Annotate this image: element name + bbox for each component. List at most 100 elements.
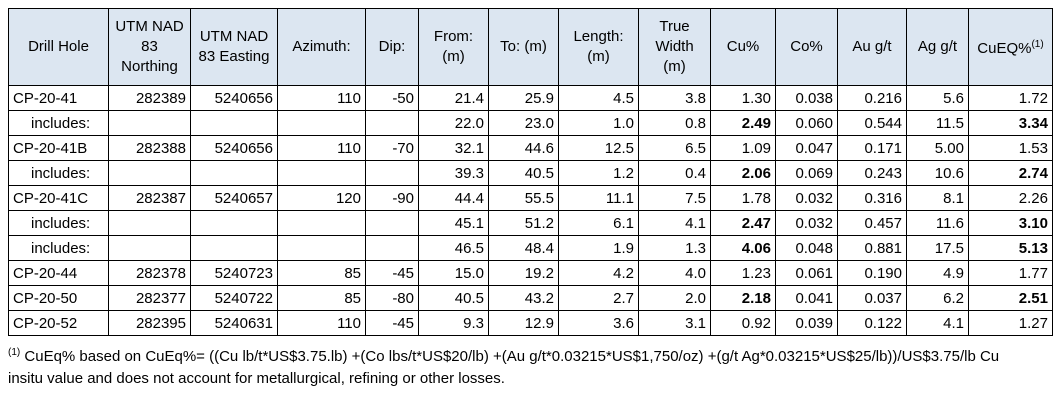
table-cell: 282387 bbox=[108, 185, 191, 211]
table-cell: CP-20-50 bbox=[8, 285, 109, 311]
table-cell: 3.10 bbox=[968, 210, 1053, 236]
table-cell: -45 bbox=[365, 260, 419, 286]
header-row: Drill Hole UTM NAD 83 Northing UTM NAD 83 … bbox=[8, 8, 1053, 86]
table-cell: 5.13 bbox=[968, 235, 1053, 261]
table-cell: 5240722 bbox=[190, 285, 278, 311]
table-cell: 3.34 bbox=[968, 110, 1053, 136]
table-cell: 2.0 bbox=[638, 285, 711, 311]
table-cell: CP-20-41 bbox=[8, 85, 109, 111]
table-cell: 3.1 bbox=[638, 310, 711, 336]
table-cell: 120 bbox=[277, 185, 366, 211]
table-row: CP-20-41B 282388 5240656 110 -70 32.1 44.6 12.5… bbox=[8, 135, 1053, 161]
table-cell: 110 bbox=[277, 135, 366, 161]
table-cell: 1.23 bbox=[710, 260, 776, 286]
table-cell: -80 bbox=[365, 285, 419, 311]
table-cell: 282388 bbox=[108, 135, 191, 161]
table-cell: 45.1 bbox=[418, 210, 489, 236]
table-cell: 21.4 bbox=[418, 85, 489, 111]
header-cell: Drill Hole bbox=[8, 8, 109, 86]
table-cell: 1.3 bbox=[638, 235, 711, 261]
table-cell: 15.0 bbox=[418, 260, 489, 286]
table-cell: 4.1 bbox=[638, 210, 711, 236]
footnote: (1) CuEq% based on CuEq%= ((Cu lb/t*US$3… bbox=[8, 342, 1008, 390]
header-cell: From: (m) bbox=[418, 8, 489, 86]
table-cell: 0.190 bbox=[837, 260, 907, 286]
table-row: includes: 22.0 23.0 1.0 0.8 2.49 0.060 0.544 11.… bbox=[8, 110, 1053, 136]
table-cell: 2.7 bbox=[558, 285, 639, 311]
table-cell: 4.1 bbox=[906, 310, 969, 336]
table-cell: includes: bbox=[8, 110, 109, 136]
table-cell: 40.5 bbox=[418, 285, 489, 311]
table-cell: 0.92 bbox=[710, 310, 776, 336]
table-cell: -50 bbox=[365, 85, 419, 111]
table-cell: 85 bbox=[277, 285, 366, 311]
table-body: CP-20-41 282389 5240656 110 -50 21.4 25.9 4.5 3.… bbox=[8, 85, 1053, 336]
table-cell: 4.9 bbox=[906, 260, 969, 286]
table-cell: 6.1 bbox=[558, 210, 639, 236]
table-cell bbox=[108, 235, 191, 261]
table-cell: includes: bbox=[8, 235, 109, 261]
table-row: CP-20-50 282377 5240722 85 -80 40.5 43.2 2.7 2.0… bbox=[8, 285, 1053, 311]
table-cell: 51.2 bbox=[488, 210, 559, 236]
table-cell: 5240723 bbox=[190, 260, 278, 286]
header-cell: Au g/t bbox=[837, 8, 907, 86]
table-cell: 1.30 bbox=[710, 85, 776, 111]
table-cell: 0.216 bbox=[837, 85, 907, 111]
table-cell: 0.032 bbox=[775, 185, 838, 211]
table-cell: 0.069 bbox=[775, 160, 838, 186]
table-cell: 4.06 bbox=[710, 235, 776, 261]
table-cell: 9.3 bbox=[418, 310, 489, 336]
table-cell: 0.122 bbox=[837, 310, 907, 336]
table-cell: 110 bbox=[277, 310, 366, 336]
table-cell: 2.51 bbox=[968, 285, 1053, 311]
table-cell: 0.171 bbox=[837, 135, 907, 161]
table-cell: 4.0 bbox=[638, 260, 711, 286]
table-cell: 282395 bbox=[108, 310, 191, 336]
table-cell: CP-20-41B bbox=[8, 135, 109, 161]
table-cell: 5240657 bbox=[190, 185, 278, 211]
table-cell: 1.9 bbox=[558, 235, 639, 261]
table-cell bbox=[365, 210, 419, 236]
header-cell: Dip: bbox=[365, 8, 419, 86]
table-cell: 5.6 bbox=[906, 85, 969, 111]
table-cell: 0.039 bbox=[775, 310, 838, 336]
table-cell: 39.3 bbox=[418, 160, 489, 186]
table-row: CP-20-52 282395 5240631 110 -45 9.3 12.9 3.6 3.1… bbox=[8, 310, 1053, 336]
footnote-text: CuEq% based on CuEq%= ((Cu lb/t*US$3.75.… bbox=[8, 348, 1000, 387]
table-cell: 6.5 bbox=[638, 135, 711, 161]
table-cell: 4.2 bbox=[558, 260, 639, 286]
table-cell: 2.26 bbox=[968, 185, 1053, 211]
table-cell: 8.1 bbox=[906, 185, 969, 211]
table-cell: 0.060 bbox=[775, 110, 838, 136]
table-cell bbox=[108, 110, 191, 136]
results-table: Drill Hole UTM NAD 83 Northing UTM NAD 83 … bbox=[8, 8, 1053, 336]
table-cell: 12.9 bbox=[488, 310, 559, 336]
table-cell: 5240631 bbox=[190, 310, 278, 336]
table-cell: -70 bbox=[365, 135, 419, 161]
footnote-marker: (1) bbox=[8, 347, 21, 358]
table-cell: -90 bbox=[365, 185, 419, 211]
table-cell: 5240656 bbox=[190, 85, 278, 111]
table-cell: includes: bbox=[8, 210, 109, 236]
header-text: CuEQ% bbox=[977, 40, 1032, 57]
header-cell: Co% bbox=[775, 8, 838, 86]
table-row: CP-20-41 282389 5240656 110 -50 21.4 25.9 4.5 3.… bbox=[8, 85, 1053, 111]
table-cell: 282378 bbox=[108, 260, 191, 286]
table-cell: 5.00 bbox=[906, 135, 969, 161]
table-cell: 0.061 bbox=[775, 260, 838, 286]
table-cell: 11.6 bbox=[906, 210, 969, 236]
table-cell: 4.5 bbox=[558, 85, 639, 111]
table-cell: 25.9 bbox=[488, 85, 559, 111]
table-cell: 1.09 bbox=[710, 135, 776, 161]
table-cell: 0.316 bbox=[837, 185, 907, 211]
table-cell bbox=[365, 160, 419, 186]
table-cell: 1.2 bbox=[558, 160, 639, 186]
table-cell: 0.041 bbox=[775, 285, 838, 311]
header-cell: Azimuth: bbox=[277, 8, 366, 86]
header-cell: True Width (m) bbox=[638, 8, 711, 86]
table-cell: 282377 bbox=[108, 285, 191, 311]
table-cell bbox=[365, 235, 419, 261]
table-cell: 2.49 bbox=[710, 110, 776, 136]
table-cell: 0.544 bbox=[837, 110, 907, 136]
table-cell: 12.5 bbox=[558, 135, 639, 161]
